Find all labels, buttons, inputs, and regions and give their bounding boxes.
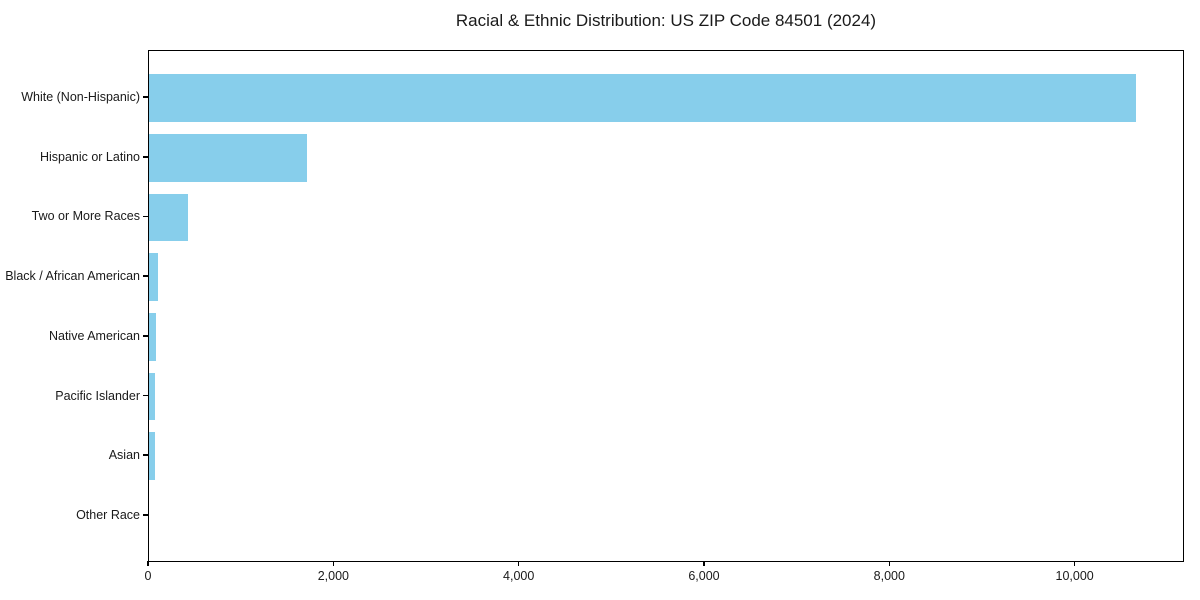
bar bbox=[149, 74, 1136, 122]
x-tick-label: 10,000 bbox=[1055, 569, 1094, 583]
category-label: Two or More Races bbox=[31, 209, 140, 224]
x-tick-mark bbox=[332, 561, 335, 566]
x-tick-mark bbox=[888, 561, 891, 566]
x-tick-mark bbox=[703, 561, 705, 566]
x-tick-label: 6,000 bbox=[688, 569, 720, 583]
x-tick-mark bbox=[517, 561, 520, 566]
y-tick-mark bbox=[143, 156, 148, 158]
bar bbox=[149, 372, 156, 421]
bar bbox=[149, 253, 159, 302]
bar bbox=[149, 193, 188, 242]
x-tick-label: 8,000 bbox=[873, 569, 905, 583]
category-label: Native American bbox=[48, 328, 140, 343]
y-tick-mark bbox=[143, 454, 148, 456]
y-tick-mark bbox=[143, 96, 148, 98]
category-label: Asian bbox=[108, 448, 140, 463]
y-tick-mark bbox=[143, 514, 148, 516]
x-tick-label: 4,000 bbox=[503, 569, 535, 583]
y-tick-mark bbox=[143, 335, 148, 337]
plot-area bbox=[148, 50, 1184, 562]
bar bbox=[149, 312, 156, 361]
category-label: White (Non-Hispanic) bbox=[21, 90, 140, 105]
x-tick-label: 2,000 bbox=[317, 569, 349, 583]
category-label: Pacific Islander bbox=[55, 388, 140, 403]
y-tick-mark bbox=[143, 394, 148, 397]
y-tick-mark bbox=[143, 275, 148, 277]
chart-title: Racial & Ethnic Distribution: US ZIP Cod… bbox=[455, 11, 877, 30]
x-tick-label: 0 bbox=[144, 569, 152, 583]
x-tick-mark bbox=[1073, 561, 1076, 566]
bar bbox=[149, 432, 155, 481]
bar bbox=[149, 133, 307, 182]
x-tick-mark bbox=[147, 561, 149, 566]
category-label: Hispanic or Latino bbox=[39, 149, 140, 164]
category-label: Other Race bbox=[76, 507, 140, 522]
y-tick-mark bbox=[143, 215, 148, 218]
category-label: Black / African American bbox=[5, 269, 140, 284]
